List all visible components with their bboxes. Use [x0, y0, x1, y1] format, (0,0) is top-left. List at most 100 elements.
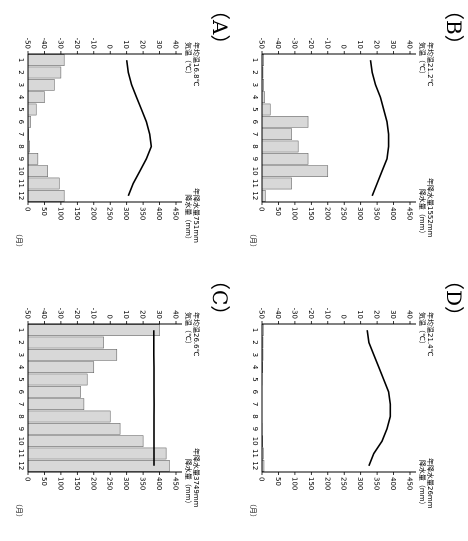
precip-bar	[27, 435, 144, 447]
precip-bar	[261, 153, 309, 165]
month-tick-label: 5	[17, 107, 25, 111]
precip-tick-label: 250	[106, 207, 114, 220]
precip-bar	[261, 140, 299, 153]
precip-bar	[27, 66, 62, 79]
month-tick-label: 9	[17, 157, 25, 161]
month-tick-label: 9	[251, 157, 259, 161]
month-tick-label: 1	[251, 58, 259, 62]
precip-tick-label: 150	[307, 477, 315, 490]
month-tick-label: 3	[251, 353, 259, 357]
precip-bar	[27, 336, 104, 349]
month-unit-label: （月）	[249, 500, 257, 521]
month-tick-label: 1	[251, 328, 259, 332]
month-tick-label: 8	[17, 144, 25, 148]
precip-tick-label: 50	[274, 477, 282, 486]
month-tick-label: 10	[251, 167, 259, 176]
month-tick-label: 2	[17, 70, 25, 74]
temp-tick-label: 40	[406, 310, 414, 319]
temp-tick-label: -50	[258, 308, 266, 319]
temp-tick-label: -10	[323, 38, 331, 49]
precip-tick-label: 300	[356, 207, 364, 220]
month-tick-label: 10	[251, 437, 259, 446]
temp-tick-label: 0	[106, 315, 114, 319]
precip-bar	[261, 165, 329, 177]
month-tick-label: 4	[251, 365, 259, 370]
month-tick-label: 7	[251, 132, 259, 136]
chart-plot-b: 403020100-10-20-30-40-504504003503002502…	[251, 38, 416, 220]
precip-tick-label: 350	[139, 207, 147, 220]
month-tick-label: 12	[17, 191, 25, 200]
temp-tick-label: 30	[389, 40, 397, 49]
precip-tick-label: 350	[139, 477, 147, 490]
precip-tick-label: 200	[323, 207, 331, 220]
month-tick-label: 1	[17, 58, 25, 62]
temp-tick-label: 10	[122, 310, 130, 319]
month-tick-label: 2	[251, 340, 259, 344]
temp-tick-label: -50	[24, 38, 32, 49]
precip-tick-label: 400	[389, 207, 397, 220]
month-tick-label: 8	[17, 414, 25, 418]
month-unit-label: （月）	[249, 230, 257, 251]
temp-tick-label: 40	[172, 40, 180, 49]
temp-tick-label: -20	[307, 38, 315, 49]
chart-plot-a: 403020100-10-20-30-40-504504003503002502…	[17, 38, 182, 220]
month-tick-label: 12	[251, 461, 259, 470]
temp-tick-label: 10	[356, 310, 364, 319]
temp-tick-label: -40	[40, 38, 48, 49]
temp-tick-label: -40	[274, 38, 282, 49]
precip-tick-label: 450	[172, 207, 180, 220]
chart-plot-c: 403020100-10-20-30-40-504504003503002502…	[17, 308, 182, 490]
precip-tick-label: 450	[406, 207, 414, 220]
precip-bar	[27, 153, 39, 165]
precip-tick-label: 250	[340, 207, 348, 220]
temp-tick-label: 30	[155, 310, 163, 319]
month-tick-label: 3	[17, 83, 25, 87]
temp-tick-label: -30	[290, 308, 298, 319]
month-tick-label: 7	[251, 402, 259, 406]
month-tick-label: 5	[251, 377, 259, 381]
precip-bar	[27, 103, 37, 116]
month-tick-label: 2	[251, 70, 259, 74]
temp-tick-label: 20	[139, 310, 147, 319]
month-tick-label: 9	[251, 427, 259, 431]
temp-tick-label: -20	[307, 308, 315, 319]
temp-tick-label: 10	[122, 40, 130, 49]
precip-bar	[27, 54, 65, 66]
month-tick-label: 12	[17, 461, 25, 470]
precip-bar	[27, 165, 48, 177]
month-tick-label: 2	[17, 340, 25, 344]
precip-tick-label: 100	[56, 477, 64, 490]
precip-tick-label: 50	[40, 477, 48, 486]
precip-bar	[27, 398, 85, 410]
month-tick-label: 8	[251, 144, 259, 148]
temp-tick-label: 20	[373, 310, 381, 319]
month-tick-label: 3	[251, 83, 259, 87]
temp-tick-label: -30	[56, 38, 64, 49]
temp-tick-label: 0	[106, 45, 114, 49]
precip-bar	[261, 177, 292, 190]
month-tick-label: 11	[17, 179, 25, 188]
precip-bar	[27, 373, 88, 386]
month-tick-label: 11	[251, 179, 259, 188]
temp-tick-label: -10	[89, 38, 97, 49]
precip-tick-label: 300	[356, 477, 364, 490]
precip-tick-label: 350	[373, 477, 381, 490]
temp-tick-label: -50	[24, 308, 32, 319]
precip-bar	[27, 79, 55, 91]
temp-tick-label: 0	[340, 45, 348, 49]
precip-tick-label: 300	[122, 207, 130, 220]
month-tick-label: 4	[17, 365, 25, 370]
precip-tick-label: 50	[274, 207, 282, 216]
precip-tick-label: 350	[373, 207, 381, 220]
precip-tick-label: 50	[40, 207, 48, 216]
precip-tick-label: 200	[323, 477, 331, 490]
month-tick-label: 4	[251, 95, 259, 100]
temp-tick-label: -50	[258, 38, 266, 49]
precip-tick-label: 400	[389, 477, 397, 490]
precip-bar	[27, 190, 65, 202]
month-tick-label: 3	[17, 353, 25, 357]
precip-tick-label: 450	[172, 477, 180, 490]
temperature-line	[125, 60, 153, 197]
climate-chart-a: （A） 年均温16.8℃ 気温（℃） 年降水量751mm 降水量（mm） 40 3…	[0, 0, 234, 270]
